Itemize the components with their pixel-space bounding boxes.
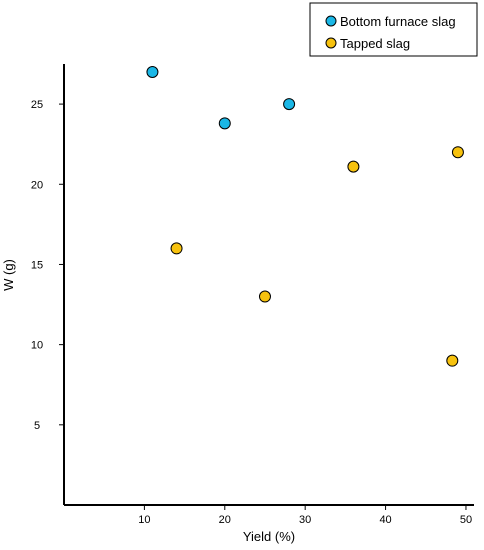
legend-marker <box>325 37 337 49</box>
legend-label: Bottom furnace slag <box>340 14 456 29</box>
y-tick-label: 15 <box>31 259 43 271</box>
y-tick-label: 20 <box>31 179 43 191</box>
plot-area: 10 20 30 40 50 5 10 15 20 25 <box>31 64 474 526</box>
data-point <box>451 146 464 159</box>
data-point <box>283 98 296 111</box>
y-axis-title: W (g) <box>1 259 16 291</box>
legend-box <box>309 2 478 57</box>
data-point <box>170 242 183 255</box>
data-point <box>218 117 231 130</box>
x-tick-label: 40 <box>379 514 391 526</box>
data-points <box>146 66 464 367</box>
y-ticks: 5 10 15 20 25 <box>31 99 64 432</box>
data-point <box>446 354 459 367</box>
x-tick-label: 30 <box>299 514 311 526</box>
y-tick-label: 5 <box>34 420 40 432</box>
x-tick-label: 20 <box>219 514 231 526</box>
y-tick-label: 10 <box>31 340 43 352</box>
data-point <box>347 160 360 173</box>
legend-label: Tapped slag <box>340 36 410 51</box>
x-tick-label: 10 <box>138 514 150 526</box>
data-point <box>146 66 159 79</box>
legend-marker <box>325 15 337 27</box>
x-axis-title: Yield (%) <box>243 529 295 544</box>
data-point <box>258 290 271 303</box>
x-ticks: 10 20 30 40 50 <box>138 505 472 526</box>
x-tick-label: 50 <box>460 514 472 526</box>
y-tick-label: 25 <box>31 99 43 111</box>
legend-items: Bottom furnace slag Tapped slag <box>325 14 456 51</box>
legend: Bottom furnace slag Tapped slag <box>309 2 478 57</box>
